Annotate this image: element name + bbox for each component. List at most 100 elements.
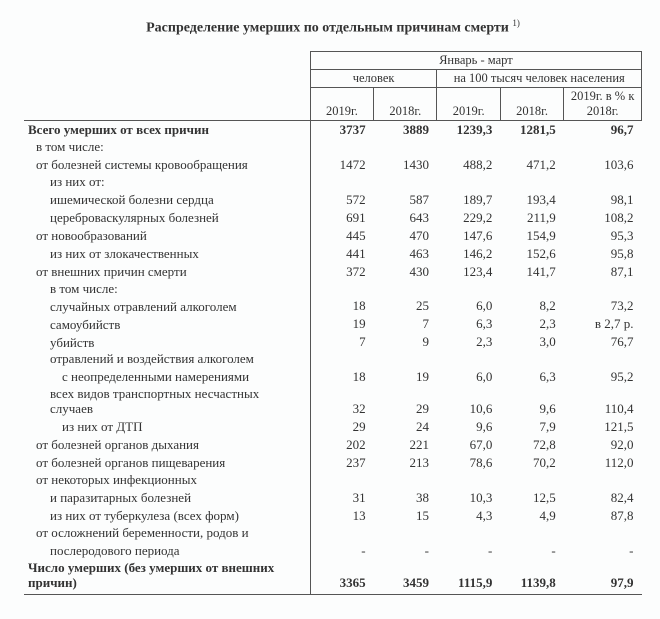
header-2018-rate: 2018г. bbox=[500, 87, 563, 120]
row-label: ишемической болезни сердца bbox=[24, 191, 310, 209]
cell bbox=[564, 281, 642, 298]
row-label: в том числе: bbox=[24, 139, 310, 156]
cell: 441 bbox=[310, 245, 373, 263]
cell: 152,6 bbox=[500, 245, 563, 263]
row-label: убийств bbox=[24, 333, 310, 351]
cell: - bbox=[564, 542, 642, 560]
cell bbox=[500, 525, 563, 542]
cell: 193,4 bbox=[500, 191, 563, 209]
row-label: от внешних причин смерти bbox=[24, 263, 310, 281]
cell: 587 bbox=[374, 191, 437, 209]
row-label: из них от: bbox=[24, 174, 310, 191]
cell bbox=[374, 139, 437, 156]
cell bbox=[374, 525, 437, 542]
table-row: и паразитарных болезней313810,312,582,4 bbox=[24, 489, 642, 507]
table-row: в том числе: bbox=[24, 139, 642, 156]
cell bbox=[310, 525, 373, 542]
cell: 221 bbox=[374, 436, 437, 454]
cell: 121,5 bbox=[564, 418, 642, 436]
row-label: от болезней системы кровообращения bbox=[24, 156, 310, 174]
cell: 463 bbox=[374, 245, 437, 263]
cell bbox=[500, 174, 563, 191]
cell: 98,1 bbox=[564, 191, 642, 209]
cell: 229,2 bbox=[437, 209, 500, 227]
header-blank bbox=[24, 51, 310, 120]
cell: 123,4 bbox=[437, 263, 500, 281]
cell: 10,3 bbox=[437, 489, 500, 507]
cell bbox=[564, 351, 642, 368]
cell: 13 bbox=[310, 507, 373, 525]
cell: 691 bbox=[310, 209, 373, 227]
cell: 7 bbox=[374, 315, 437, 333]
cell bbox=[310, 139, 373, 156]
table-row: из них от злокачественных441463146,2152,… bbox=[24, 245, 642, 263]
cell bbox=[500, 351, 563, 368]
cell: 2,3 bbox=[437, 333, 500, 351]
table-row: цереброваскулярных болезней691643229,221… bbox=[24, 209, 642, 227]
cell: 3889 bbox=[374, 120, 437, 139]
cell: 112,0 bbox=[564, 454, 642, 472]
row-label: из них от туберкулеза (всех форм) bbox=[24, 507, 310, 525]
cell bbox=[310, 472, 373, 489]
cell: - bbox=[500, 542, 563, 560]
row-label: случайных отравлений алкоголем bbox=[24, 297, 310, 315]
cell: - bbox=[310, 542, 373, 560]
cell: 372 bbox=[310, 263, 373, 281]
cell: 18 bbox=[310, 297, 373, 315]
cell bbox=[374, 351, 437, 368]
cell: 67,0 bbox=[437, 436, 500, 454]
row-label: из них от злокачественных bbox=[24, 245, 310, 263]
cell: 72,8 bbox=[500, 436, 563, 454]
cell: в 2,7 р. bbox=[564, 315, 642, 333]
table-row: с неопределенными намерениями18196,06,39… bbox=[24, 368, 642, 386]
row-label: из них от ДТП bbox=[24, 418, 310, 436]
cell: 237 bbox=[310, 454, 373, 472]
cell bbox=[564, 472, 642, 489]
table-row: из них от: bbox=[24, 174, 642, 191]
table-row: отравлений и воздействия алкоголем bbox=[24, 351, 642, 368]
row-label: от новообразований bbox=[24, 227, 310, 245]
row-label: и паразитарных болезней bbox=[24, 489, 310, 507]
cell: 6,3 bbox=[437, 315, 500, 333]
table-row: Число умерших (без умерших от внешних пр… bbox=[24, 560, 642, 594]
cell bbox=[437, 351, 500, 368]
cell: 147,6 bbox=[437, 227, 500, 245]
cell: 1281,5 bbox=[500, 120, 563, 139]
table-row: из них от туберкулеза (всех форм)13154,3… bbox=[24, 507, 642, 525]
cell: 95,3 bbox=[564, 227, 642, 245]
cell bbox=[310, 351, 373, 368]
cell: 96,7 bbox=[564, 120, 642, 139]
cell: 213 bbox=[374, 454, 437, 472]
cell bbox=[564, 525, 642, 542]
header-per100k: на 100 тысяч человек населения bbox=[437, 69, 642, 87]
table-row: Всего умерших от всех причин373738891239… bbox=[24, 120, 642, 139]
header-pct: 2019г. в % к 2018г. bbox=[564, 87, 642, 120]
cell bbox=[564, 174, 642, 191]
cell: 18 bbox=[310, 368, 373, 386]
table-row: случайных отравлений алкоголем18256,08,2… bbox=[24, 297, 642, 315]
cell: 4,9 bbox=[500, 507, 563, 525]
cell: 154,9 bbox=[500, 227, 563, 245]
cell: 202 bbox=[310, 436, 373, 454]
table-row: всех видов транспортных несчастных случа… bbox=[24, 386, 642, 418]
cell: 3737 bbox=[310, 120, 373, 139]
cell: 6,3 bbox=[500, 368, 563, 386]
header-2019-people: 2019г. bbox=[310, 87, 373, 120]
cell: 110,4 bbox=[564, 386, 642, 418]
row-label: Всего умерших от всех причин bbox=[24, 120, 310, 139]
cell: 10,6 bbox=[437, 386, 500, 418]
cell: 3459 bbox=[374, 560, 437, 594]
cell: 2,3 bbox=[500, 315, 563, 333]
cell: 470 bbox=[374, 227, 437, 245]
cell: 92,0 bbox=[564, 436, 642, 454]
cell: 4,3 bbox=[437, 507, 500, 525]
table-row: убийств792,33,076,7 bbox=[24, 333, 642, 351]
cell bbox=[310, 174, 373, 191]
cell: 38 bbox=[374, 489, 437, 507]
table-row: от новообразований445470147,6154,995,3 bbox=[24, 227, 642, 245]
cell: 430 bbox=[374, 263, 437, 281]
row-label: послеродового периода bbox=[24, 542, 310, 560]
cell: 19 bbox=[374, 368, 437, 386]
table-row: от болезней органов дыхания20222167,072,… bbox=[24, 436, 642, 454]
cell bbox=[500, 139, 563, 156]
